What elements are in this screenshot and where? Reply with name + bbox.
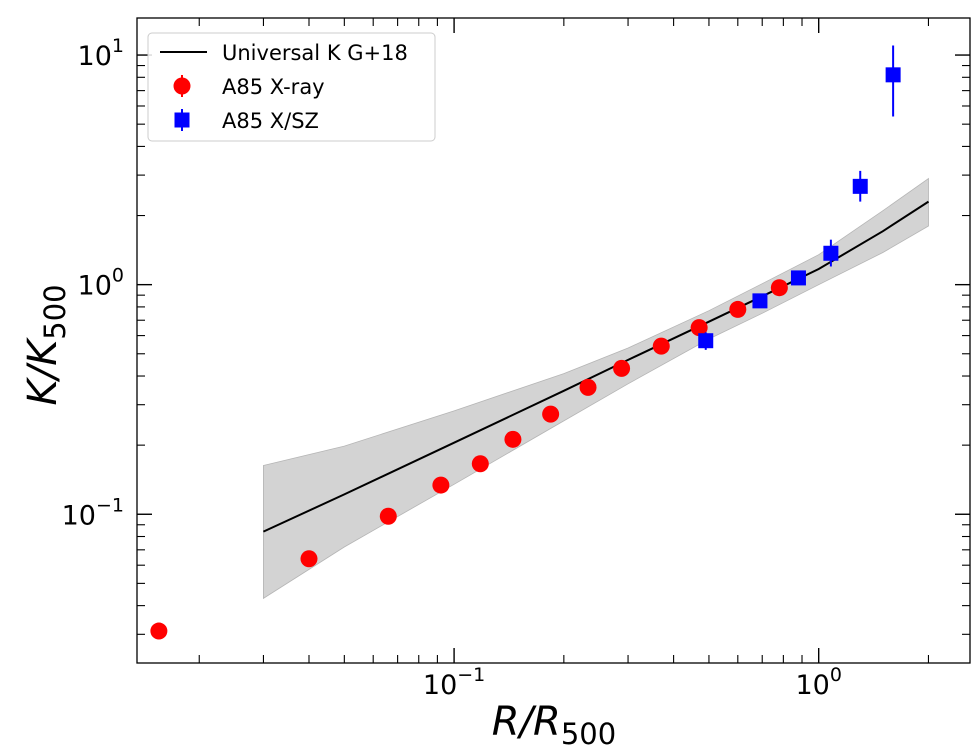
legend-xsz-marker xyxy=(174,112,190,128)
xray-point xyxy=(729,300,747,318)
xray-point xyxy=(770,279,788,297)
xray-point xyxy=(613,359,631,377)
tick-labels: 10−1 100 10−1 100 101 xyxy=(62,35,842,701)
xray-point xyxy=(379,507,397,525)
x-axis-label-base: R/R xyxy=(492,699,561,745)
xsz-point xyxy=(698,333,714,349)
xray-point xyxy=(542,405,560,423)
xsz-point xyxy=(752,293,768,309)
y-axis-label-base: K/K xyxy=(20,337,66,406)
x-tick-label: 100 xyxy=(795,664,841,701)
x-axis-label: R/R500 xyxy=(492,699,616,751)
series-layer xyxy=(150,45,930,640)
legend-label-xsz: A85 X/SZ xyxy=(222,109,319,133)
xray-point xyxy=(150,622,168,640)
plot-frame xyxy=(136,17,971,664)
legend-label-xray: A85 X-ray xyxy=(222,75,325,99)
legend-label-universal: Universal K G+18 xyxy=(222,41,408,65)
xray-point xyxy=(504,430,522,448)
y-tick-label: 10−1 xyxy=(62,494,124,531)
xsz-point xyxy=(790,270,806,286)
x-tick-label: 10−1 xyxy=(423,664,485,701)
xray-point xyxy=(690,319,708,337)
legend: Universal K G+18 A85 X-ray A85 X/SZ xyxy=(147,32,436,142)
xray-point xyxy=(471,455,489,473)
legend-xray-marker xyxy=(173,77,191,95)
minor-ticks xyxy=(137,18,970,663)
x-axis-label-sub: 500 xyxy=(561,717,616,751)
y-axis-label-sub: 500 xyxy=(38,284,72,339)
universal-k-line xyxy=(262,200,930,533)
xray-point xyxy=(579,378,597,396)
xsz-point xyxy=(852,178,868,194)
xray-point xyxy=(300,550,318,568)
xray-point xyxy=(652,337,670,355)
y-axis-label: K/K500 xyxy=(20,284,72,405)
y-tick-label: 101 xyxy=(78,35,124,72)
y-tick-label: 100 xyxy=(78,265,124,302)
legend-frame xyxy=(147,32,436,142)
xray-point xyxy=(432,476,450,494)
xsz-point xyxy=(823,245,839,261)
xsz-point xyxy=(885,67,901,83)
